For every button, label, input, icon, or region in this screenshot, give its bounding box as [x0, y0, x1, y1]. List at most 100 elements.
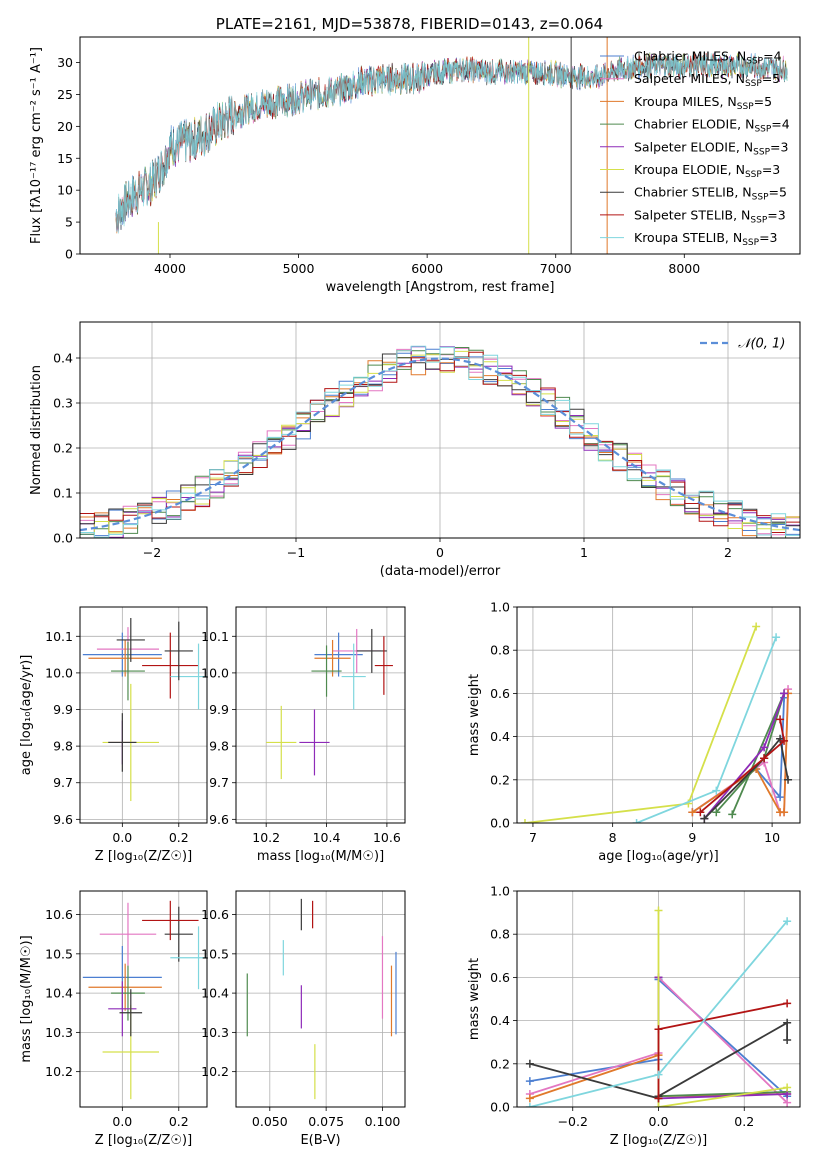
weight_vs_Z-weight-marker: [654, 1094, 663, 1103]
age_vs_mass-y-tick-label: 9.7: [209, 775, 229, 790]
legend-entry: Chabrier MILES, NSSP=4: [634, 49, 782, 67]
weight_vs_age-weight-marker: [776, 715, 785, 724]
weight_vs_age-weight-marker: [780, 736, 789, 745]
mass_vs_Z-errorbar-point: [170, 926, 207, 990]
weight_vs_age-y-tick-label: 0.6: [490, 686, 510, 701]
weight_vs_Z-weight-marker: [654, 1070, 663, 1079]
age_vs_mass-y-tick-label: 9.9: [209, 702, 229, 717]
age_vs_mass-errorbar-point: [266, 705, 297, 780]
weight_vs_age-weight-marker: [700, 814, 709, 823]
weight_vs_Z-y-tick-label: 0.4: [490, 1013, 510, 1028]
weight_vs_age-weight-marker: [760, 754, 769, 763]
weight_vs_Z-y-tick-label: 0.2: [490, 1056, 510, 1071]
mass_vs_Z-errorbar-point: [111, 965, 145, 1021]
mass_vs_Z-errorbar-point: [88, 963, 162, 1011]
weight_vs_Z-x-tick-label: 0.2: [734, 1114, 754, 1129]
age_vs_mass-errorbar-point: [311, 645, 342, 697]
residuals-y-tick-label: 0.1: [53, 486, 73, 501]
age_vs_Z-y-tick-label: 9.7: [53, 775, 73, 790]
mass_vs_Z-x-tick-label: 0.0: [112, 1114, 132, 1129]
age_vs_Z-y-axis-label: age [log₁₀(age/yr)]: [19, 655, 34, 776]
mass_vs_ebv-y-tick-label: 10.3: [201, 1025, 229, 1040]
weight_vs_age-y-tick-label: 0.2: [490, 772, 510, 787]
spectrum-y-axis-label: Flux [fλ10⁻¹⁷ erg cm⁻² s⁻¹ A⁻¹]: [29, 47, 44, 244]
weight_vs_Z-weight-marker: [783, 1018, 792, 1027]
chart-title: PLATE=2161, MJD=53878, FIBERID=0143, z=0…: [216, 15, 603, 33]
weight_vs_age-weight-series-7: [699, 719, 786, 813]
mass_vs_Z-y-tick-label: 10.2: [45, 1064, 73, 1079]
mass_vs_Z-frame: [79, 890, 208, 1108]
mass_vs_Z-y-tick-label: 10.3: [45, 1025, 73, 1040]
weight_vs_Z-frame: [516, 890, 801, 1108]
mass_vs_Z-errorbar-point: [108, 981, 137, 1037]
weight_vs_age-weight-marker: [728, 810, 737, 819]
weight_vs_Z-weight-marker: [654, 906, 663, 915]
weight_vs_Z-weight-marker: [783, 1036, 792, 1045]
spectrum-legend: Chabrier MILES, NSSP=4 Salpeter MILES, NS…: [600, 49, 790, 248]
spectrum-y-tick-label: 25: [57, 87, 73, 102]
weight_vs_Z-y-tick-label: 0.0: [490, 1100, 510, 1115]
residuals-y-tick-label: 0.2: [53, 441, 73, 456]
age_vs_Z-y-tick-label: 9.9: [53, 702, 73, 717]
weight_vs_Z-x-tick-label: 0.0: [649, 1114, 669, 1129]
age_vs_mass-y-tick-label: 10.0: [201, 665, 229, 680]
spectrum-y-tick-label: 0: [65, 247, 73, 262]
weight_vs_Z-weight-series-5: [657, 910, 788, 1107]
weight_vs_age-weight-marker: [712, 786, 721, 795]
mass_vs_Z-y-axis-label: mass [log₁₀(M/M☉)]: [19, 935, 34, 1062]
weight_vs_age-x-tick-label: 10: [764, 830, 780, 845]
age_vs_mass-plot-area: [266, 628, 393, 780]
weight_vs_age-x-tick-label: 9: [688, 830, 696, 845]
weight_vs_age-y-tick-label: 1.0: [490, 600, 510, 615]
mass_vs_Z-y-tick-label: 10.5: [45, 946, 73, 961]
weight_vs_Z-y-axis-label: mass weight: [467, 958, 482, 1040]
legend-entry: Chabrier ELODIE, NSSP=4: [634, 117, 790, 135]
weight_vs_age-weight-marker: [772, 633, 781, 642]
spectrum-x-tick-label: 7000: [540, 261, 572, 276]
weight_vs_age-weight-marker: [780, 689, 789, 698]
weight_vs_Z-weight-marker: [654, 1025, 663, 1034]
age_vs_Z-x-tick-label: 0.0: [112, 830, 132, 845]
spectrum-x-axis-label: wavelength [Angstrom, rest frame]: [326, 280, 555, 295]
spectrum-x-tick-label: 8000: [668, 261, 700, 276]
spectrum-y-tick-label: 30: [57, 55, 73, 70]
age_vs_mass-y-tick-label: 9.8: [209, 739, 229, 754]
weight_vs_Z-x-tick-label: −0.2: [558, 1114, 588, 1129]
residual-histogram-7: [80, 351, 800, 533]
age_vs_mass-errorbar-point: [314, 639, 351, 677]
mass_vs_ebv-y-tick-label: 10.4: [201, 986, 229, 1001]
weight_vs_Z-weight-marker: [783, 999, 792, 1008]
age_vs_mass-errorbar-point: [341, 643, 366, 710]
mass_vs_Z-x-axis-label: Z [log₁₀(Z/Z☉)]: [95, 1133, 192, 1148]
age_vs_Z-plot-area: [82, 617, 207, 802]
mass_vs_Z-x-tick-label: 0.2: [169, 1114, 189, 1129]
mass_vs_ebv-frame: [235, 890, 406, 1108]
legend-entry: Salpeter STELIB, NSSP=3: [634, 207, 786, 225]
normal-reference-curve: [80, 357, 800, 532]
weight_vs_Z-weight-marker: [525, 1094, 534, 1103]
residuals-y-tick-label: 0.3: [53, 396, 73, 411]
age_vs_mass-errorbar-point: [374, 636, 393, 695]
weight_vs_Z-weight-marker: [525, 1103, 534, 1107]
legend-entry: Salpeter ELODIE, NSSP=3: [634, 139, 788, 157]
age_vs_Z-y-tick-label: 9.8: [53, 739, 73, 754]
weight_vs_age-weight-marker: [696, 808, 705, 817]
weight_vs_Z-weight-marker: [783, 1083, 792, 1092]
weight_vs_Z-y-tick-label: 1.0: [490, 884, 510, 899]
age_vs_Z-x-axis-label: Z [log₁₀(Z/Z☉)]: [95, 849, 192, 864]
age_vs_Z-errorbar-point: [170, 643, 207, 710]
mass_vs_ebv-y-tick-label: 10.2: [201, 1064, 229, 1079]
mass_vs_ebv-x-tick-label: 0.075: [308, 1114, 344, 1129]
weight_vs_age-weight-series-8: [636, 636, 777, 823]
age_vs_mass-errorbar-point: [356, 628, 387, 673]
age_vs_mass-frame: [235, 606, 406, 824]
age_vs_Z-errorbar-point: [108, 713, 137, 772]
spectrum-y-tick-label: 15: [57, 151, 73, 166]
residuals-x-tick-label: 2: [724, 545, 732, 560]
age_vs_Z-errorbar-point: [82, 632, 162, 677]
spectrum-y-tick-label: 20: [57, 119, 73, 134]
weight_vs_age-y-axis-label: mass weight: [467, 674, 482, 756]
age_vs_Z-errorbar-point: [88, 639, 162, 677]
weight_vs_Z-plot-area: [525, 906, 792, 1107]
